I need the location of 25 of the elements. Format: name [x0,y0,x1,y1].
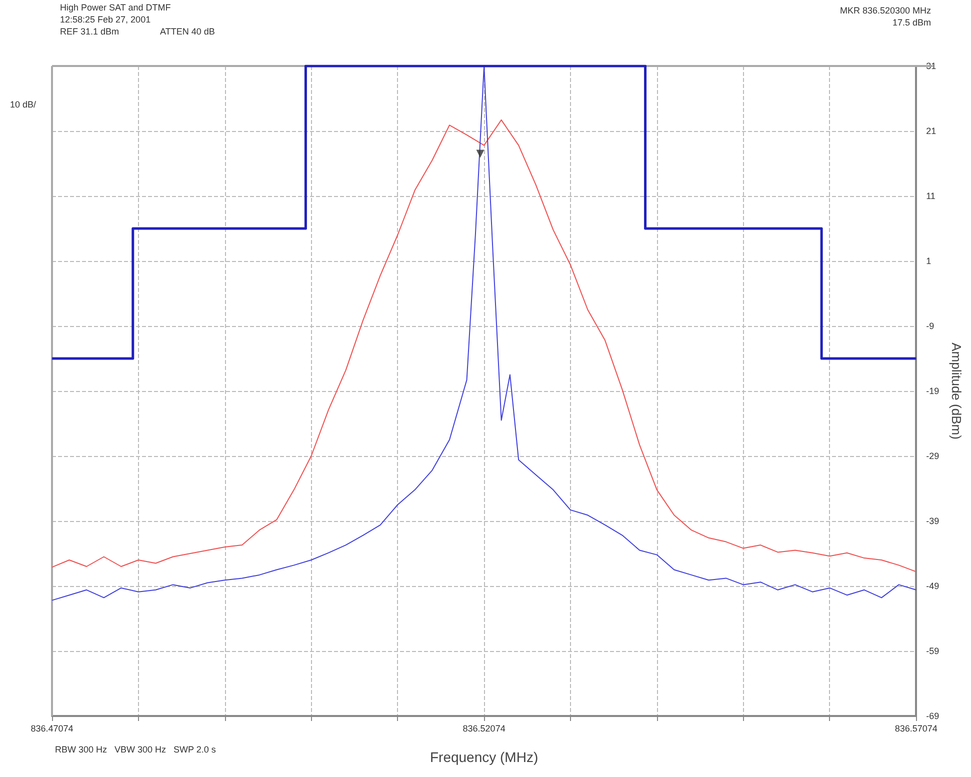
y-tick-label: 11 [926,191,936,201]
y-axis-title: Amplitude (dBm) [949,342,964,440]
y-tick-label: -19 [926,386,940,396]
text: 12:58:25 Feb 27, 2001 [60,14,151,24]
chart-title: High Power SAT and DTMF [60,2,172,12]
line-series [52,66,917,601]
y-tick-label: -29 [926,451,940,461]
x-tick-label: 836.57074 [894,724,938,734]
y-tick-label: 1 [926,256,932,266]
line-series [52,119,917,572]
text: REF 31.1 dBm [60,26,120,36]
text: 10 dB/ [10,100,37,110]
y-tick-label: -49 [926,581,940,591]
text: ATTEN 40 dB [160,26,215,36]
x-tick-label: 836.52074 [462,724,506,734]
y-tick-label: -39 [926,516,940,526]
y-tick-label: 21 [926,126,936,136]
y-tick-label: -69 [926,711,940,721]
x-tick-label: 836.47074 [30,724,74,734]
x-axis-title: Frequency (MHz) [430,749,538,765]
text: RBW 300 Hz VBW 300 Hz SWP 2.0 s [55,744,216,754]
y-tick-label: -9 [926,321,934,331]
y-tick-label: -59 [926,646,940,656]
text: 17.5 dBm [892,18,931,28]
text: MKR 836.520300 MHz [840,6,932,16]
